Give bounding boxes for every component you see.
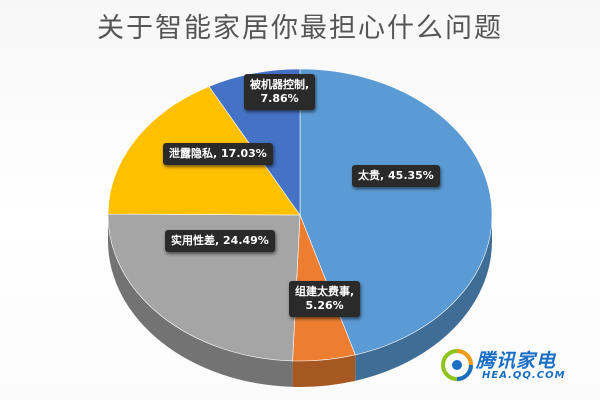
slice-side-0 [355, 215, 492, 381]
data-label-1: 组建太费事, 5.26% [289, 281, 361, 317]
data-label-value: 24.49% [219, 234, 269, 247]
data-label-name: 被机器控制, [250, 78, 310, 91]
pie-slices [107, 68, 493, 362]
data-label-4: 被机器控制, 7.86% [244, 74, 316, 110]
data-label-name: 泄露隐私, [169, 147, 218, 160]
data-label-0: 太贵, 45.35% [352, 165, 440, 187]
watermark: 腾讯家电 HEA.QQ.COM [440, 346, 590, 388]
tencent-logo-icon [441, 349, 473, 381]
data-label-2: 实用性差, 24.49% [165, 230, 275, 252]
data-label-value: 45.35% [384, 169, 434, 182]
chart-title: 关于智能家居你最担心什么问题 [97, 13, 503, 44]
pie-sides [108, 215, 492, 388]
data-label-name: 实用性差, [171, 234, 220, 247]
slice-side-2 [108, 215, 293, 387]
data-label-value: 7.86% [260, 92, 299, 105]
data-label-3: 泄露隐私, 17.03% [163, 143, 273, 165]
watermark-subtext: HEA.QQ.COM [482, 370, 566, 381]
data-label-name: 太贵, [358, 169, 385, 182]
data-label-name: 组建太费事, [295, 285, 355, 298]
data-label-value: 5.26% [305, 299, 344, 312]
data-label-value: 17.03% [217, 147, 267, 160]
slice-side-1 [292, 354, 356, 388]
watermark-text: 腾讯家电 [476, 350, 557, 372]
